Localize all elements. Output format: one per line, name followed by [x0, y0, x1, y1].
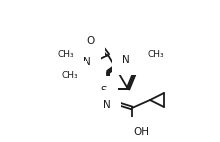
Text: N: N	[122, 55, 130, 65]
Text: N: N	[103, 100, 111, 110]
Text: CH₃: CH₃	[147, 50, 164, 59]
Text: N: N	[83, 57, 91, 67]
Text: S: S	[101, 86, 107, 96]
Text: O: O	[87, 36, 95, 46]
Text: CH₃: CH₃	[57, 50, 74, 59]
Text: CH₃: CH₃	[61, 70, 78, 80]
Text: OH: OH	[133, 127, 149, 137]
